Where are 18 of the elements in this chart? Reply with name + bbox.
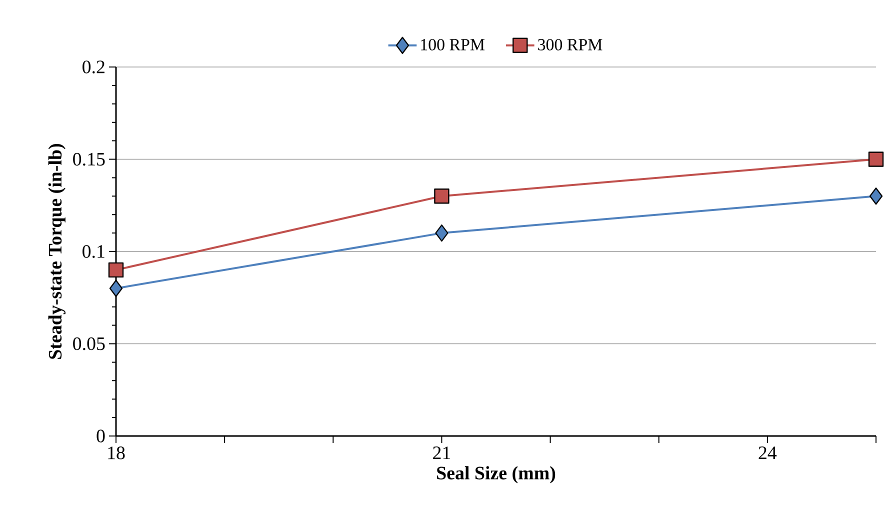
- legend-label: 100 RPM: [421, 38, 485, 50]
- x-axis-title: Seal Size (mm): [437, 466, 556, 484]
- point: [868, 152, 884, 167]
- point: [435, 224, 448, 242]
- y-tick-label: 0.05: [73, 337, 105, 350]
- point: [108, 262, 124, 278]
- x-tick-label: 24: [758, 446, 777, 460]
- x-tick-label: 21: [433, 446, 450, 460]
- y-tick-label: 0.2: [82, 60, 104, 74]
- y-tick-label: 0.15: [73, 152, 105, 166]
- y-axis-title: Steady-state Torque (in-lb): [48, 144, 66, 359]
- legend-label: 300 RPM: [538, 38, 602, 50]
- point: [869, 188, 883, 205]
- point: [109, 280, 123, 297]
- y-tick-label: 0.1: [82, 245, 104, 258]
- x-tick-label: 18: [108, 446, 125, 460]
- y-tick-label: 0: [96, 430, 105, 442]
- point: [434, 188, 450, 204]
